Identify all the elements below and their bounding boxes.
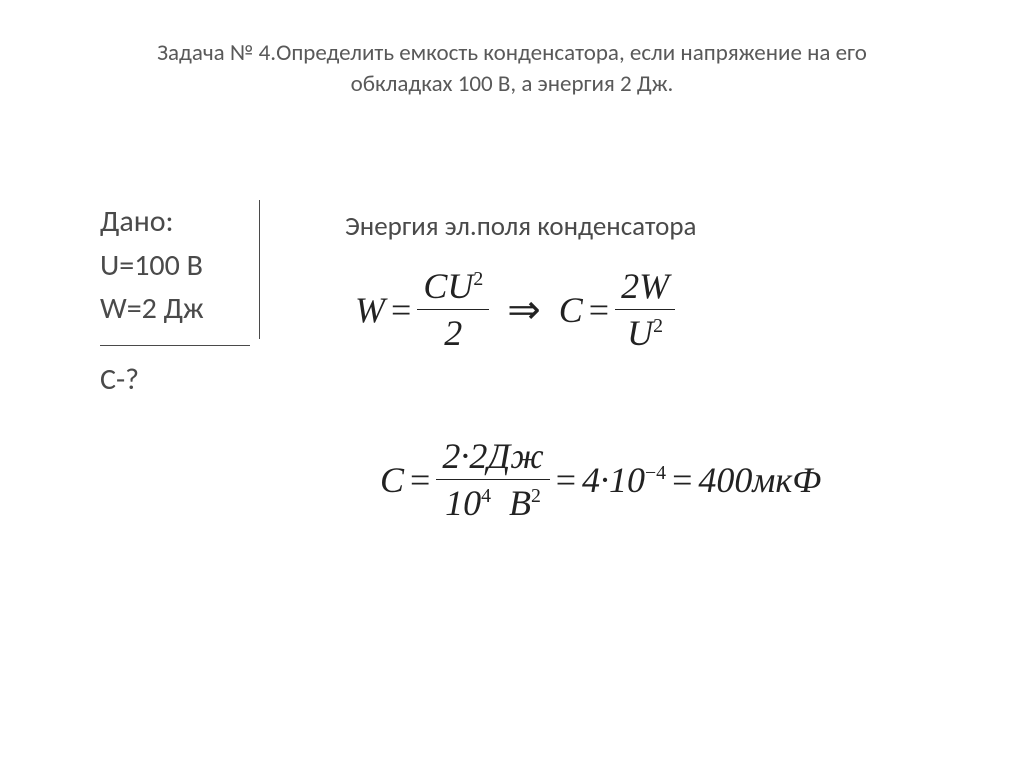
equals-sign-4: = [550, 459, 582, 501]
calculation-formula: C = 2·2Дж 104 В2 = 4·10−4 = 400мкФ [380, 435, 821, 524]
intermediate-value: 4·10−4 [582, 459, 666, 501]
denominator-u2: U2 [615, 310, 675, 354]
intermediate-exp: −4 [645, 462, 666, 484]
calc-c-var: C [380, 459, 404, 501]
numerator-unit: Дж [487, 436, 543, 476]
formula-c-var: C [559, 289, 583, 331]
intermediate-base: 4·10 [582, 460, 645, 500]
numerator-values: 2·2Дж [436, 435, 549, 480]
equals-sign-5: = [666, 459, 698, 501]
given-block: Дано: U=100 В W=2 Дж C-? [100, 200, 260, 401]
denominator-exp: 4 [481, 485, 491, 507]
denominator-unit-base: В [509, 483, 531, 523]
page: Задача № 4.Определить емкость конденсато… [0, 0, 1024, 767]
numerator-numeric: 2·2 [442, 436, 487, 476]
denominator-unit-exp: 2 [531, 485, 541, 507]
given-find: C-? [100, 358, 260, 402]
fraction-values: 2·2Дж 104 В2 [436, 435, 549, 524]
numerator-exp: 2 [473, 268, 483, 290]
denominator-2: 2 [417, 310, 489, 354]
fraction-2w-over-u2: 2W U2 [615, 265, 675, 354]
formula-w-var: W [355, 289, 385, 331]
given-divider [100, 345, 250, 346]
result-unit: мкФ [752, 459, 821, 501]
denominator-base: 10 [445, 483, 481, 523]
equals-sign-2: = [583, 289, 615, 331]
given-heading: Дано: [100, 200, 204, 244]
denominator-u-exp: 2 [653, 315, 663, 337]
title-line-1: Задача № 4.Определить емкость конденсато… [157, 39, 867, 67]
energy-formula: W = CU2 2 ⇒ C = 2W U2 [355, 265, 675, 354]
numerator-cu2: CU2 [417, 265, 489, 310]
title-line-2: обкладках 100 В, а энергия 2 Дж. [351, 70, 674, 98]
result-value: 400 [698, 459, 752, 501]
given-w: W=2 Дж [100, 287, 204, 331]
equals-sign: = [385, 289, 417, 331]
given-u: U=100 В [100, 244, 204, 288]
denominator-values: 104 В2 [436, 480, 549, 524]
numerator-2w: 2W [615, 265, 675, 310]
problem-title: Задача № 4.Определить емкость конденсато… [60, 38, 964, 100]
equals-sign-3: = [404, 459, 436, 501]
implies-arrow: ⇒ [489, 286, 559, 333]
numerator-cu: CU [423, 266, 473, 306]
solution-heading: Энергия эл.поля конденсатора [345, 210, 697, 243]
fraction-cu2-over-2: CU2 2 [417, 265, 489, 354]
given-known: Дано: U=100 В W=2 Дж [100, 200, 260, 339]
denominator-u: U [627, 313, 653, 353]
